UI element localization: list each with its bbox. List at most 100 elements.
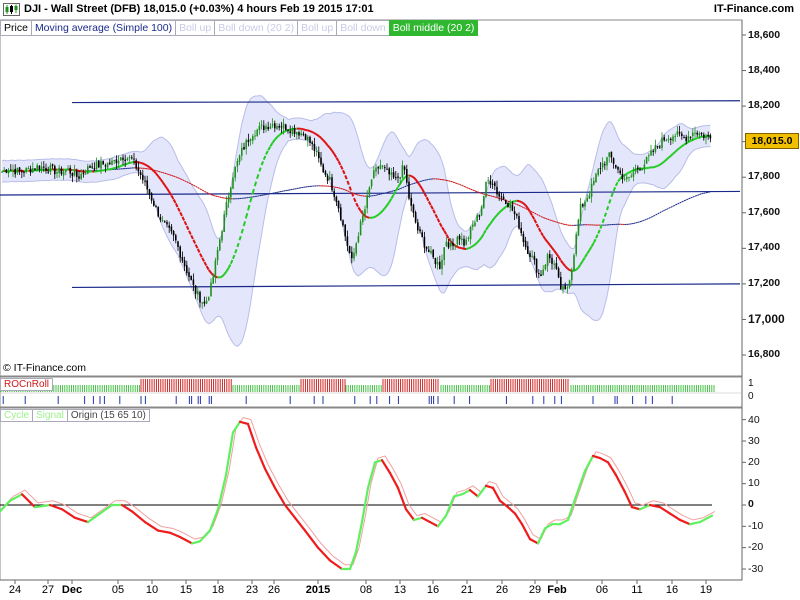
candle-body [399, 177, 401, 180]
candle-body [267, 126, 269, 130]
candle-body [190, 275, 192, 280]
bollinger-middle-segment [111, 167, 115, 170]
candle-body [298, 132, 300, 136]
candle-body [373, 170, 375, 179]
bollinger-middle-segment [324, 141, 329, 147]
bollinger-middle-segment [201, 257, 206, 263]
candle-body [241, 147, 243, 156]
moving-average-segment [633, 222, 636, 224]
legend-moving-average[interactable]: Moving average (Simple 100) [30, 20, 177, 36]
moving-average-segment [549, 219, 553, 222]
moving-average-segment [547, 218, 550, 221]
moving-average-segment [162, 172, 165, 174]
candle-body [346, 236, 349, 246]
moving-average-segment [378, 193, 381, 196]
candle-body [78, 176, 80, 179]
y-tick-label: 17,600 [748, 206, 781, 218]
bollinger-middle-segment [614, 181, 619, 187]
bollinger-middle-segment [373, 215, 377, 219]
candle-body [579, 204, 582, 222]
legend-boll-up[interactable]: Boll up [175, 20, 216, 36]
signal-line-segment [102, 500, 116, 510]
signal-line-segment [172, 528, 184, 534]
candle-body [27, 168, 30, 170]
cycle-y-tick: -20 [748, 541, 764, 553]
signal-line-segment [212, 504, 222, 527]
candle-body [124, 159, 126, 162]
candle-body [432, 249, 434, 258]
legend-boll-middle[interactable]: Boll middle (20 2) [388, 20, 479, 36]
bollinger-middle-segment [326, 144, 331, 149]
bollinger-middle-segment [537, 227, 542, 233]
legend-boll-down-2[interactable]: Boll down [336, 20, 390, 36]
candle-body [632, 172, 635, 177]
candle-body [307, 136, 309, 141]
y-tick-label: 17,000 [748, 312, 785, 326]
moving-average-segment [531, 211, 535, 214]
candle-body [357, 236, 360, 243]
candle-body [40, 166, 43, 171]
bollinger-middle-segment [357, 206, 362, 212]
moving-average-segment [690, 196, 693, 199]
bollinger-middle-segment [366, 216, 370, 219]
candle-body [23, 171, 25, 173]
bollinger-middle-segment [265, 149, 270, 155]
legend-origin[interactable]: Origin (15 65 10) [66, 409, 150, 422]
signal-line-segment [134, 506, 149, 519]
cycle-line-segment [668, 512, 682, 522]
cycle-line-segment [460, 488, 472, 496]
candle-body [366, 195, 368, 209]
legend-boll-up-2[interactable]: Boll up [297, 20, 338, 36]
candle-body [456, 236, 459, 245]
x-tick-label: 19 [699, 584, 713, 596]
cycle-line-segment [198, 529, 212, 543]
bollinger-middle-segment [555, 253, 560, 258]
signal-line-segment [510, 502, 519, 510]
signal-line-segment [228, 428, 237, 471]
candle-body [25, 167, 27, 173]
candle-body [133, 158, 135, 160]
candle-body [531, 255, 533, 257]
bollinger-middle-segment [247, 200, 252, 210]
candle-body [122, 157, 124, 160]
signal-line-segment [547, 519, 556, 525]
moving-average-segment [219, 196, 223, 199]
x-tick-label: 15 [179, 584, 193, 596]
signal-line-segment [277, 483, 289, 501]
signal-line-segment [502, 496, 512, 504]
moving-average-segment [560, 222, 564, 225]
moving-average-segment [481, 193, 484, 195]
x-tick-label: 13 [393, 584, 407, 596]
legend-rocnroll[interactable]: ROCnRoll [0, 378, 54, 391]
candle-body [93, 168, 96, 170]
candle-body [38, 165, 41, 170]
signal-line-segment [595, 451, 604, 455]
legend-cycle[interactable]: Cycle [0, 409, 34, 422]
bollinger-middle-segment [681, 143, 685, 148]
moving-average-segment [448, 180, 451, 182]
bollinger-middle-segment [140, 161, 144, 165]
candle-body [32, 168, 34, 173]
bollinger-middle-segment [223, 270, 228, 276]
signal-line-segment [297, 513, 309, 527]
bollinger-middle-segment [355, 202, 360, 208]
bollinger-middle-segment [478, 236, 483, 241]
candle-body [113, 160, 115, 162]
cycle-y-tick: -30 [748, 563, 764, 575]
candle-body [555, 263, 558, 269]
bollinger-middle-segment [498, 209, 503, 214]
candle-body [109, 162, 111, 165]
legend-boll-down[interactable]: Boll down (20 2) [214, 20, 299, 36]
bollinger-middle-segment [254, 177, 259, 186]
x-tick-label: 06 [595, 584, 609, 596]
signal-line-segment [424, 513, 434, 519]
legend-signal[interactable]: Signal [32, 409, 68, 422]
legend-price[interactable]: Price [0, 20, 32, 36]
candle-body [318, 151, 320, 159]
moving-average-segment [688, 197, 691, 200]
candle-body [509, 204, 511, 208]
candle-body [302, 133, 305, 135]
candle-body [263, 125, 265, 130]
candle-body [14, 168, 16, 175]
candle-body [364, 209, 366, 215]
